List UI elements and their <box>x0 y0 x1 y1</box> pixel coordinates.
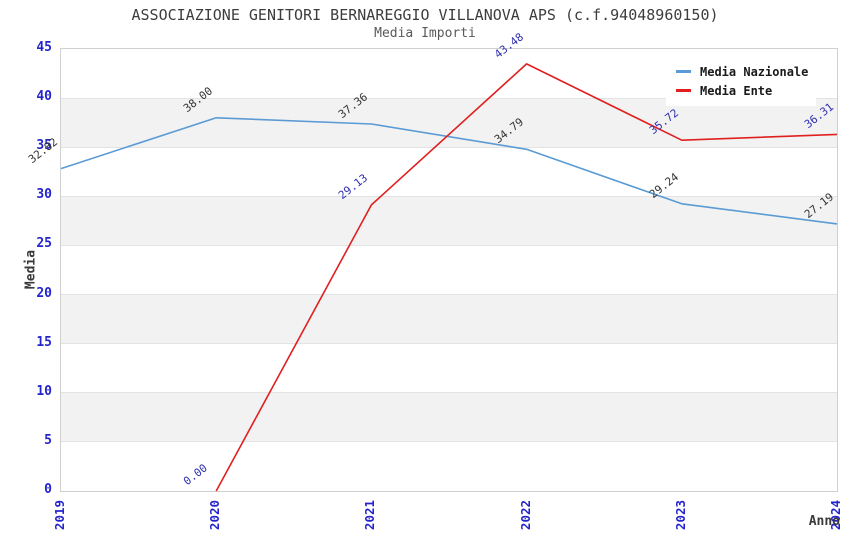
line-series-svg <box>60 63 838 492</box>
x-tick-label: 2022 <box>517 499 533 531</box>
y-tick-label: 20 <box>36 285 52 301</box>
legend-item-media-nazionale: Media Nazionale <box>676 62 810 81</box>
y-tick-label: 10 <box>36 383 52 399</box>
x-tick-label: 2019 <box>52 499 67 531</box>
y-tick-label: 15 <box>36 334 52 350</box>
y-tick-label: 45 <box>36 40 52 55</box>
legend-line-swatch <box>676 89 691 92</box>
legend-line-swatch <box>676 70 691 73</box>
chart-subtitle: Media Importi <box>374 26 476 41</box>
legend-label: Media Nazionale <box>700 64 809 79</box>
legend-label: Media Ente <box>700 83 773 98</box>
gridline <box>61 146 837 148</box>
gridline <box>61 97 837 99</box>
x-tick-label: 2020 <box>207 499 223 531</box>
y-axis-title: Media <box>23 249 39 290</box>
x-tick-label: 2021 <box>362 499 378 531</box>
x-tick-label: 2023 <box>672 499 688 531</box>
x-axis-title: Anno <box>808 514 840 529</box>
y-tick-label: 5 <box>44 432 52 448</box>
gridline <box>61 343 837 345</box>
gridline <box>61 294 837 296</box>
plot-band <box>61 392 837 442</box>
plot-area <box>60 48 838 492</box>
y-tick-label: 40 <box>36 89 52 105</box>
gridline <box>61 195 837 197</box>
plot-band <box>61 294 837 344</box>
y-tick-label: 25 <box>36 236 52 252</box>
gridline <box>61 392 837 394</box>
legend-item-media-ente: Media Ente <box>676 81 810 100</box>
y-tick-label: 30 <box>36 187 52 203</box>
gridline <box>61 244 837 246</box>
y-tick-label: 35 <box>36 138 52 154</box>
y-tick-label: 0 <box>44 482 52 497</box>
chart-title: ASSOCIAZIONE GENITORI BERNAREGGIO VILLAN… <box>131 6 719 24</box>
gridline <box>61 441 837 443</box>
legend: Media Nazionale Media Ente <box>666 56 816 106</box>
series-line-media-ente <box>215 63 838 492</box>
plot-band <box>61 196 837 246</box>
series-line-media-nazionale <box>60 117 838 225</box>
